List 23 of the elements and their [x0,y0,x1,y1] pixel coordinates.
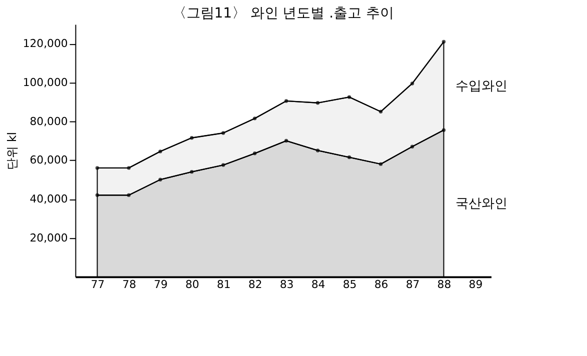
y-tick-label: 60,000 [30,154,68,167]
series-label: 수입와인 [456,78,508,94]
x-tick-label: 86 [374,278,388,292]
x-tick-label: 77 [90,278,105,292]
x-tick-label: 79 [154,278,168,292]
x-tick-label: 78 [122,278,136,292]
x-tick-label: 87 [406,278,420,292]
y-tick-label: 120,000 [22,37,68,50]
series-label: 국산와인 [456,196,508,212]
x-tick-label: 82 [248,278,262,292]
y-tick-label: 40,000 [30,192,68,206]
x-tick-label: 85 [342,278,357,292]
y-tick-label: 80,000 [30,114,68,128]
chart-title: 〈그림11〉 와인 년도별 .출고 추이 [172,5,394,22]
x-tick-label: 81 [216,278,231,292]
x-tick-label: 84 [311,278,326,292]
y-tick-label: 20,000 [30,231,68,244]
y-tick-label: 100,000 [22,76,68,89]
x-tick-label: 80 [185,278,200,292]
x-tick-label: 88 [437,278,452,292]
x-tick-label: 89 [468,278,483,292]
y-axis-title: 단위 kl [4,132,19,170]
x-tick-label: 83 [280,278,294,292]
